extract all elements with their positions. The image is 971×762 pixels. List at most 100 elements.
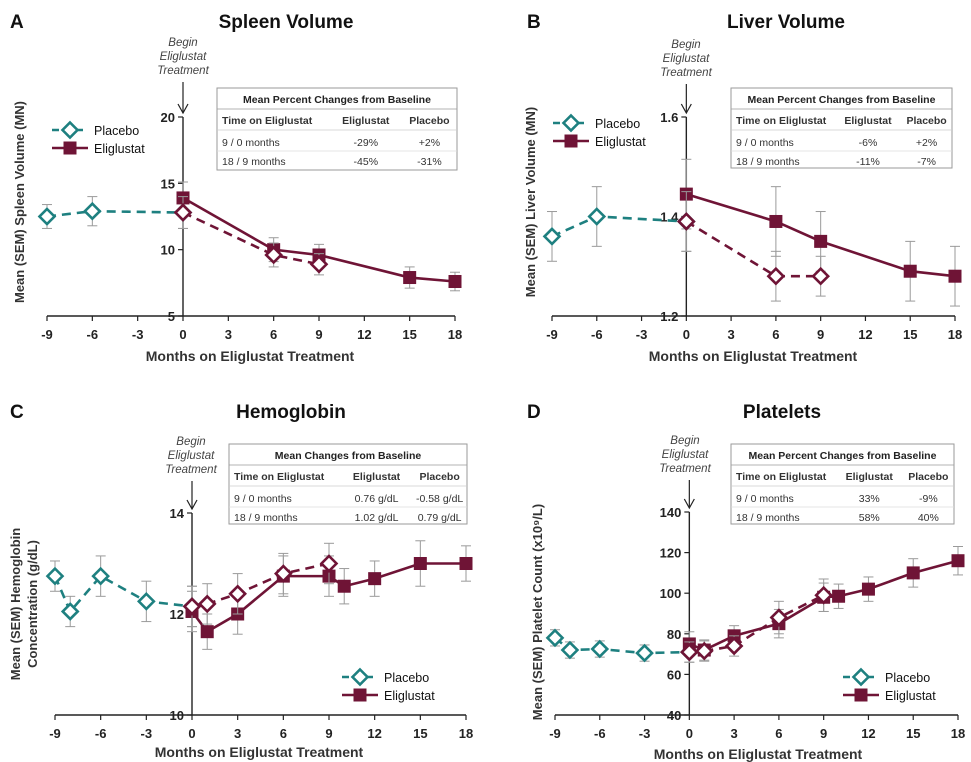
legend-placebo-label: Placebo — [595, 117, 640, 131]
treatment-annotation: Eliglustat — [168, 450, 215, 462]
x-tick-label: -9 — [41, 327, 53, 342]
data-point — [319, 554, 339, 573]
stats-table-cell: 9 / 0 months — [736, 493, 794, 505]
data-point — [811, 266, 831, 286]
series-line — [53, 574, 193, 614]
annotation-arrowhead — [177, 103, 189, 115]
legend-eliglustat-marker — [63, 141, 77, 155]
x-tick-label: -9 — [49, 726, 61, 741]
stats-table-cell: 0.76 g/dL — [355, 493, 399, 505]
legend-placebo-marker — [851, 667, 871, 687]
stats-table-cell: -11% — [856, 156, 880, 168]
panel-letter: C — [10, 402, 24, 423]
data-point — [948, 269, 962, 283]
treatment-annotation: Eliglustat — [160, 51, 207, 63]
stats-table-cell: 9 / 0 months — [234, 493, 292, 505]
y-tick-label: 14 — [170, 506, 185, 521]
data-point — [60, 602, 80, 621]
panel-letter: A — [10, 12, 24, 33]
stats-table-cell: 0.79 g/dL — [418, 512, 462, 524]
data-point — [309, 254, 329, 274]
stats-table-cell: 1.02 g/dL — [355, 512, 399, 524]
x-tick-label: 18 — [448, 327, 462, 342]
y-tick-label: 10 — [161, 243, 175, 258]
x-tick-label: 9 — [325, 726, 332, 741]
x-tick-label: 12 — [367, 726, 381, 741]
series-teal-dash — [37, 196, 193, 229]
data-point — [545, 628, 565, 648]
data-point — [635, 643, 654, 663]
stats-table-cell: -45% — [354, 156, 379, 168]
y-axis-label: Mean (SEM) Platelet Count (x10⁹/L) — [530, 504, 545, 720]
legend-placebo-marker — [350, 667, 370, 687]
x-axis-label: Months on Eliglustat Treatment — [155, 744, 364, 760]
stats-table-cell: -0.58 g/dL — [416, 493, 463, 505]
data-point — [368, 572, 382, 586]
stats-table-cell: -6% — [859, 137, 878, 149]
x-tick-label: 0 — [179, 327, 186, 342]
stats-table-cell: -29% — [354, 137, 379, 149]
panel-c: C Hemoglobin -9 -6 -3 0 3 6 9 12 15 18 Months on Eli… — [8, 402, 473, 760]
series-line — [46, 209, 184, 218]
annotation-arrowhead — [186, 499, 198, 511]
data-point — [45, 566, 65, 586]
panel-letter: B — [527, 12, 541, 33]
treatment-annotation: Begin — [670, 435, 699, 447]
stats-table — [216, 87, 458, 171]
data-point — [590, 639, 610, 659]
y-axis-label: Concentration (g/dL) — [25, 540, 40, 668]
treatment-annotation: Treatment — [660, 67, 712, 79]
treatment-annotation: Treatment — [165, 464, 217, 476]
data-point — [832, 589, 846, 603]
legend-placebo-label: Placebo — [94, 124, 139, 138]
x-tick-label: 15 — [903, 327, 917, 342]
x-tick-label: 6 — [772, 327, 779, 342]
legend-placebo-marker — [561, 113, 581, 133]
data-point — [679, 642, 699, 662]
x-tick-label: -6 — [591, 327, 603, 342]
x-tick-label: 3 — [730, 726, 737, 741]
x-tick-label: -9 — [549, 726, 561, 741]
y-axis-label: Mean (SEM) Spleen Volume (MN) — [12, 101, 27, 303]
stats-table — [730, 443, 955, 525]
stats-table-title: Mean Percent Changes from Baseline — [749, 450, 937, 462]
legend: Placebo Eliglustat — [342, 667, 435, 703]
x-axis-label: Months on Eliglustat Treatment — [649, 348, 858, 364]
stats-table — [730, 87, 953, 169]
x-tick-label: 18 — [951, 726, 965, 741]
data-point — [337, 579, 351, 593]
legend-placebo-label: Placebo — [885, 671, 930, 685]
stats-table-cell: 18 / 9 months — [736, 156, 800, 168]
y-tick-label: 40 — [667, 708, 681, 723]
x-tick-label: -3 — [639, 726, 651, 741]
stats-table-header: Placebo — [419, 471, 459, 483]
panel-d: D Platelets -9 -6 -3 0 3 6 9 12 15 18 Months on Elig… — [527, 402, 965, 762]
data-point — [724, 636, 744, 656]
y-tick-label: 12 — [170, 607, 184, 622]
stats-table-header: Eliglustat — [342, 115, 390, 127]
legend-eliglustat-marker — [564, 134, 578, 148]
treatment-annotation: Eliglustat — [662, 449, 709, 461]
x-tick-label: 9 — [817, 327, 824, 342]
data-point — [587, 207, 607, 226]
stats-table-cell: +2% — [419, 137, 440, 149]
data-point — [951, 554, 965, 568]
stats-table-title: Mean Percent Changes from Baseline — [748, 94, 936, 106]
x-tick-label: 6 — [775, 726, 782, 741]
legend: Placebo Eliglustat — [553, 113, 646, 149]
data-point — [264, 245, 284, 265]
x-tick-label: 15 — [402, 327, 416, 342]
data-point — [173, 203, 193, 222]
panel-title: Hemoglobin — [236, 402, 346, 423]
panel-title: Spleen Volume — [219, 12, 354, 33]
legend-eliglustat-label: Eliglustat — [885, 689, 936, 703]
legend-eliglustat-label: Eliglustat — [595, 135, 646, 149]
treatment-annotation: Treatment — [157, 65, 209, 77]
legend: Placebo Eliglustat — [843, 667, 936, 703]
x-tick-label: -6 — [95, 726, 107, 741]
stats-table-cell: -31% — [417, 156, 442, 168]
legend-placebo-marker — [60, 120, 80, 140]
x-tick-label: 0 — [683, 327, 690, 342]
x-tick-label: -3 — [636, 327, 648, 342]
x-tick-label: -3 — [132, 327, 144, 342]
